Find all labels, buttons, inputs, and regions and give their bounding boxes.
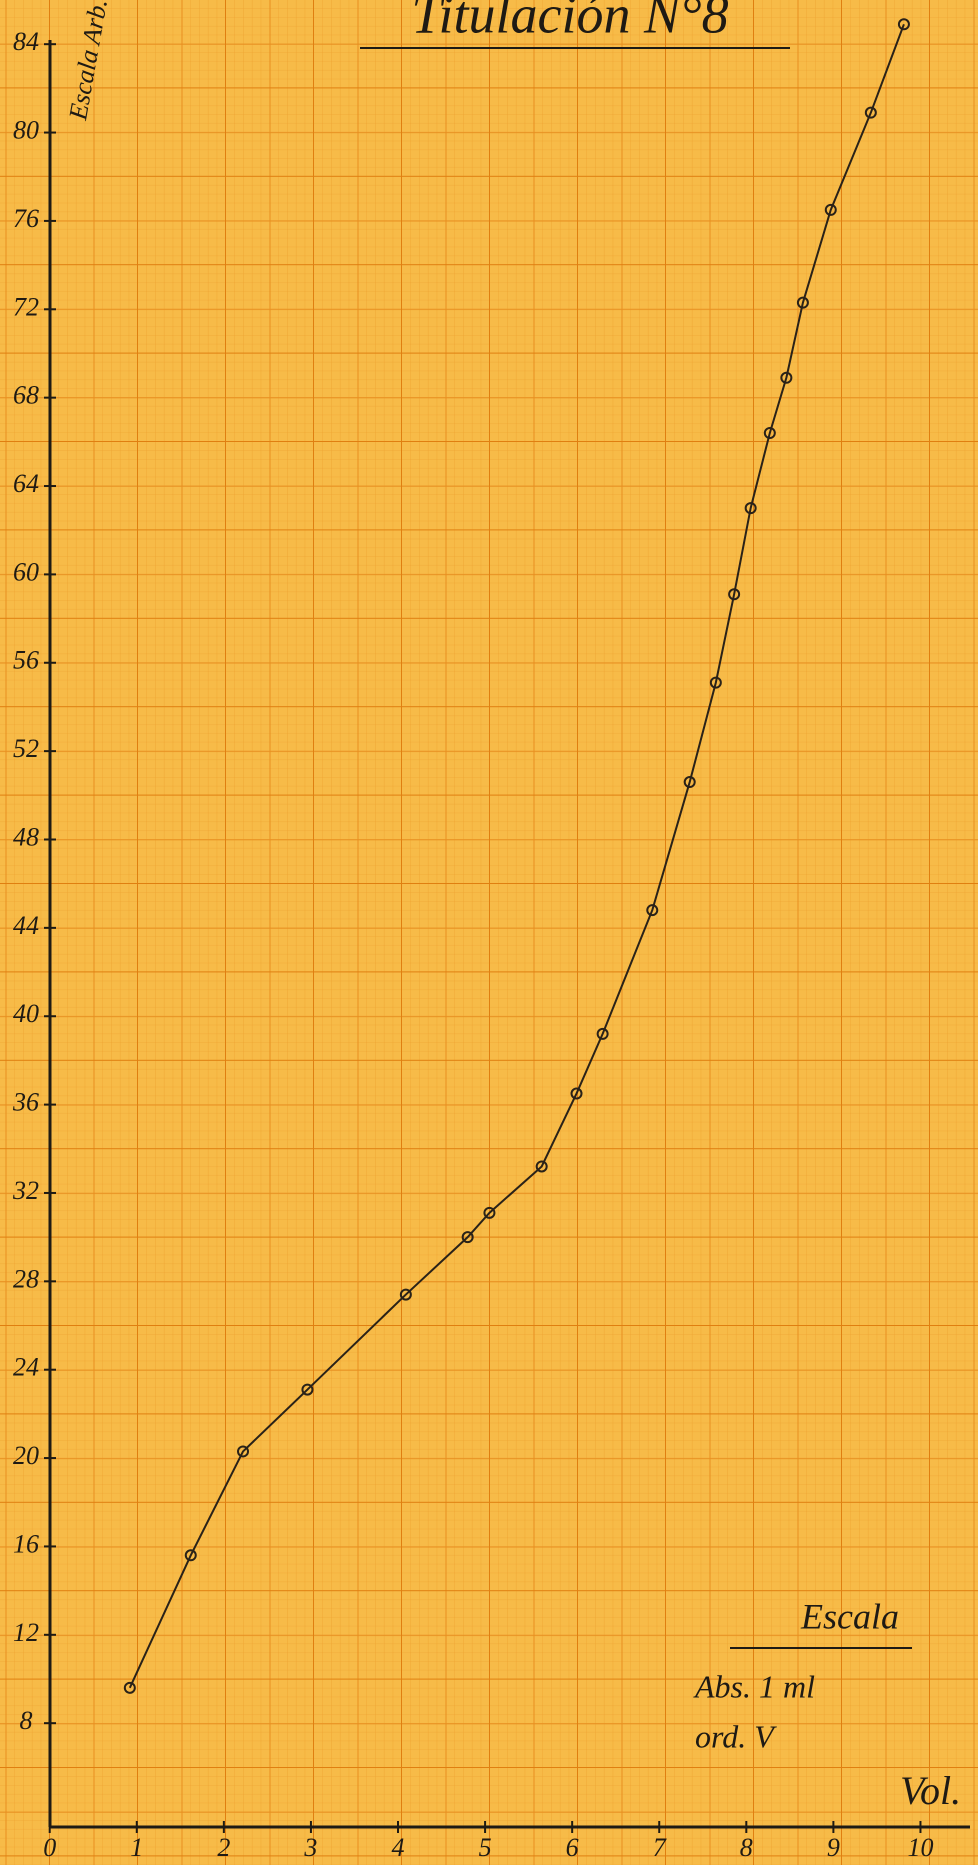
x-tick-label: 10: [907, 1833, 933, 1862]
y-tick-label: 64: [13, 469, 39, 498]
y-tick-label: 40: [13, 999, 39, 1028]
y-tick-label: 12: [13, 1618, 39, 1647]
x-tick-label: 5: [479, 1833, 492, 1862]
y-tick-label: 28: [13, 1264, 39, 1293]
y-tick-label: 80: [13, 116, 39, 145]
x-tick-label: 6: [566, 1833, 579, 1862]
scale-title: Escala: [800, 1596, 899, 1636]
y-tick-label: 16: [13, 1529, 39, 1558]
y-tick-label: 20: [13, 1441, 39, 1470]
y-tick-label: 36: [12, 1088, 39, 1117]
chart: Titulación N°8 Escala Arb. Vol. Escala A…: [0, 0, 978, 1865]
y-tick-label: 76: [13, 204, 39, 233]
y-tick-label: 84: [13, 27, 39, 56]
y-tick-label: 56: [13, 646, 39, 675]
y-tick-label: 60: [13, 557, 39, 586]
x-tick-label: 0: [43, 1833, 56, 1862]
y-tick-label: 24: [13, 1353, 39, 1382]
scale-ordinate: ord. V: [695, 1718, 777, 1754]
scale-abscissa: Abs. 1 ml: [693, 1668, 815, 1704]
chart-title: Titulación N°8: [411, 0, 728, 44]
y-tick-label: 32: [12, 1176, 39, 1205]
y-tick-label: 48: [13, 822, 39, 851]
graph-grid: [0, 0, 978, 1865]
x-tick-label: 1: [130, 1833, 143, 1862]
page: Titulación N°8 Escala Arb. Vol. Escala A…: [0, 0, 978, 1865]
x-tick-label: 4: [392, 1833, 405, 1862]
y-tick-label: 68: [13, 381, 39, 410]
x-tick-label: 7: [653, 1833, 667, 1862]
x-tick-label: 3: [303, 1833, 317, 1862]
y-tick-label: 44: [13, 911, 39, 940]
y-tick-label: 52: [13, 734, 39, 763]
y-tick-label: 8: [20, 1706, 33, 1735]
x-axis-label: Vol.: [900, 1768, 961, 1813]
x-tick-label: 9: [827, 1833, 840, 1862]
x-tick-label: 8: [740, 1833, 753, 1862]
x-tick-label: 2: [217, 1833, 230, 1862]
y-tick-label: 72: [13, 292, 39, 321]
